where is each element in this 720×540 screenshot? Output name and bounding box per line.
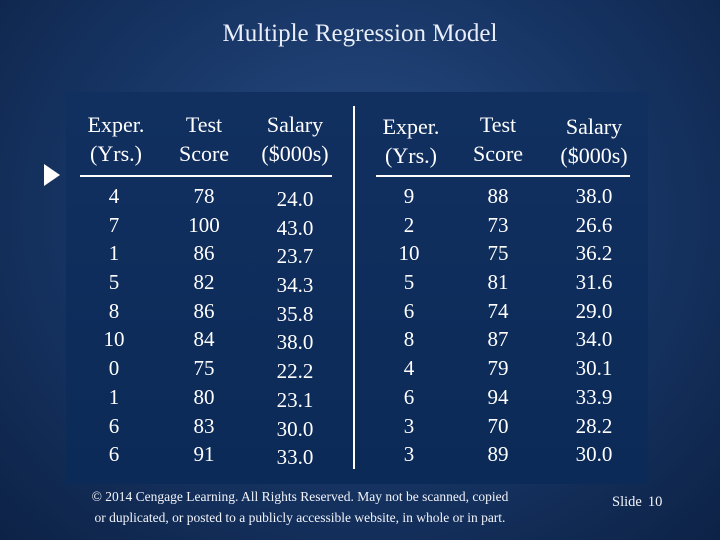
table-cell: 4: [108, 184, 120, 208]
table-cell: 1: [108, 241, 120, 266]
table-cell: 86: [193, 298, 215, 323]
table-cell: 36.2: [575, 241, 613, 266]
table-cell: 6: [108, 413, 120, 438]
table-cell: 38.0: [276, 330, 314, 355]
table-cell: 70: [487, 413, 509, 438]
column-test-score-left: 78 100 86 82 86 84 75 80 83 91: [164, 182, 244, 469]
column-experience-left: 4 7 1 5 8 10 0 1 6 6: [76, 182, 152, 469]
pointer-arrow-icon: [44, 164, 60, 186]
table-cell: 75: [487, 241, 509, 266]
table-cell: 0: [108, 356, 120, 381]
table-cell: 74: [487, 298, 509, 323]
table-cell: 86: [193, 241, 215, 266]
table-cell: 10: [103, 327, 125, 352]
table-cell: 7: [108, 212, 120, 237]
table-cell: 79: [487, 356, 509, 381]
table-cell: 30.0: [575, 442, 613, 467]
table-cell: 23.7: [276, 244, 314, 269]
table-cell: 6: [108, 442, 120, 467]
table-cell: 34.0: [575, 327, 613, 352]
header-experience-left: Exper. (Yrs.): [87, 112, 145, 166]
header-underline-right: [376, 175, 630, 177]
table-cell: 23.1: [276, 387, 314, 412]
table-cell: 43.0: [276, 215, 314, 240]
slide-title: Multiple Regression Model: [222, 20, 498, 47]
table-cell: 87: [487, 327, 509, 352]
copyright-line-2: or duplicated, or posted to a publicly a…: [94, 510, 506, 525]
table-cell: 100: [188, 212, 220, 237]
table-cell: 91: [193, 442, 215, 467]
table-cell: 35.8: [276, 301, 314, 326]
column-salary-left: 24.0 43.0 23.7 34.3 35.8 38.0 22.2 23.1 30.0 33.0: [255, 185, 335, 472]
slide-number: Slide 10: [612, 494, 663, 510]
table-cell: 5: [403, 270, 415, 295]
table-cell: 10: [398, 241, 420, 266]
table-cell: 33.0: [276, 445, 314, 470]
table-cell: 30.0: [276, 416, 314, 441]
table-cell: 24.0: [276, 187, 314, 211]
copyright-line-1: © 2014 Cengage Learning. All Rights Rese…: [91, 489, 509, 504]
table-cell: 22.2: [276, 359, 314, 384]
table-cell: 30.1: [575, 356, 613, 381]
table-cell: 88: [487, 184, 509, 208]
copyright-footer: © 2014 Cengage Learning. All Rights Rese…: [40, 486, 560, 528]
header-underline-left: [80, 175, 332, 177]
table-cell: 3: [403, 442, 415, 467]
table-cell: 8: [108, 298, 120, 323]
table-cell: 80: [193, 384, 215, 409]
table-cell: 81: [487, 270, 509, 295]
header-test-score-right: Test Score: [472, 112, 524, 166]
table-cell: 5: [108, 270, 120, 295]
table-cell: 33.9: [575, 384, 613, 409]
table-cell: 28.2: [575, 413, 613, 438]
table-cell: 29.0: [575, 298, 613, 323]
table-cell: 84: [193, 327, 215, 352]
table-cell: 89: [487, 442, 509, 467]
table-cell: 83: [193, 413, 215, 438]
header-salary-left: Salary ($000s): [261, 112, 329, 166]
column-divider: [353, 106, 355, 469]
column-test-score-right: 88 73 75 81 74 87 79 94 70 89: [458, 182, 538, 469]
table-cell: 31.6: [575, 270, 613, 295]
table-cell: 2: [403, 212, 415, 237]
table-cell: 78: [193, 184, 215, 208]
table-cell: 6: [403, 298, 415, 323]
column-experience-right: 9 2 10 5 6 8 4 6 3 3: [371, 182, 447, 469]
table-cell: 3: [403, 413, 415, 438]
table-cell: 94: [487, 384, 509, 409]
table-cell: 82: [193, 270, 215, 295]
table-cell: 6: [403, 384, 415, 409]
table-cell: 75: [193, 356, 215, 381]
table-cell: 4: [403, 356, 415, 381]
table-cell: 1: [108, 384, 120, 409]
header-test-score-left: Test Score: [178, 112, 230, 166]
data-table-panel: [66, 92, 648, 484]
header-experience-right: Exper. (Yrs.): [382, 114, 440, 168]
header-salary-right: Salary ($000s): [560, 114, 628, 168]
table-cell: 38.0: [575, 184, 613, 208]
table-cell: 34.3: [276, 273, 314, 298]
table-cell: 73: [487, 212, 509, 237]
table-cell: 8: [403, 327, 415, 352]
table-cell: 26.6: [575, 212, 613, 237]
column-salary-right: 38.0 26.6 36.2 31.6 29.0 34.0 30.1 33.9 28.2 30.0: [554, 182, 634, 469]
table-cell: 9: [403, 184, 415, 208]
